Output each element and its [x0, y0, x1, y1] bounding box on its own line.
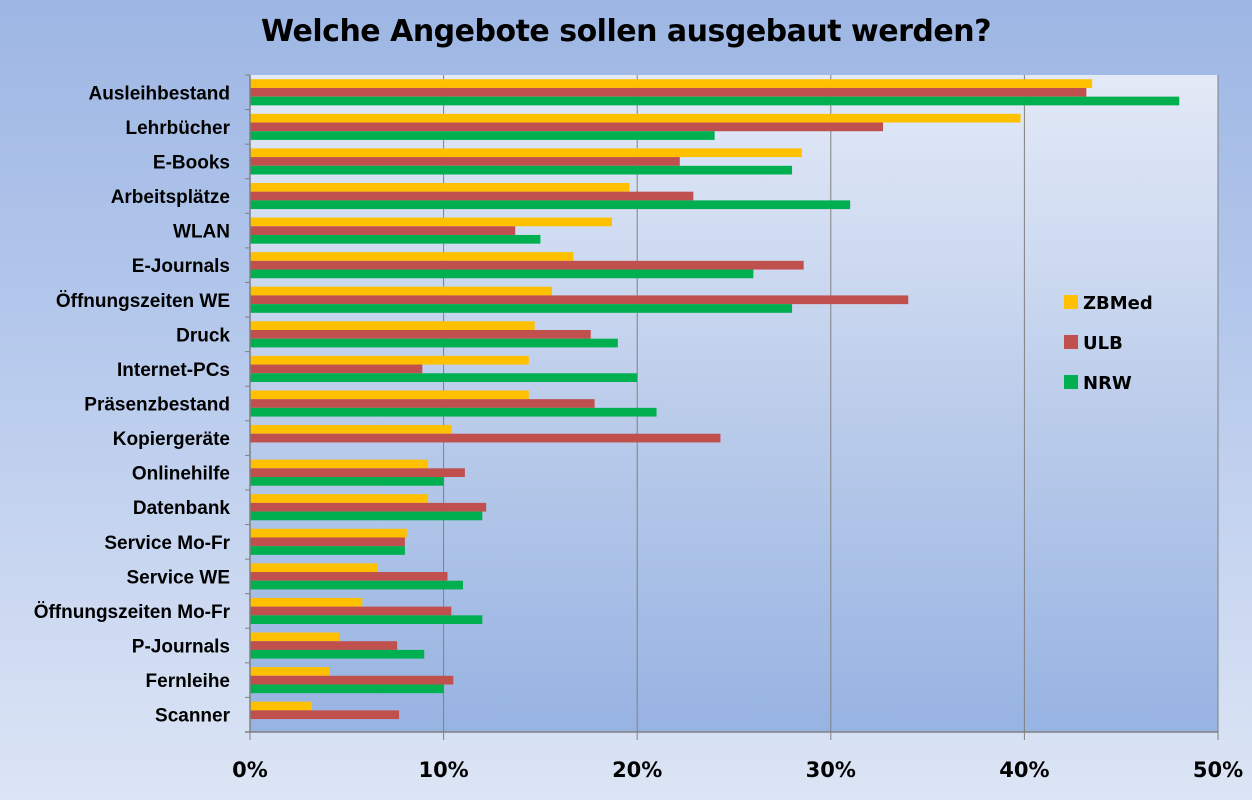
x-tick-label: 0% — [232, 758, 268, 782]
chart-title: Welche Angebote sollen ausgebaut werden? — [261, 14, 991, 49]
bar-zbmed — [250, 528, 407, 538]
bar-ulb — [250, 502, 487, 512]
bar-nrw — [250, 131, 715, 140]
bar-nrw — [250, 200, 851, 210]
bar-ulb — [250, 87, 1087, 97]
bar-ulb — [250, 157, 680, 166]
bar-zbmed — [250, 597, 363, 607]
bar-nrw — [250, 165, 793, 175]
category-label: Datenbank — [133, 498, 231, 519]
bar-ulb — [250, 329, 591, 339]
bar-ulb — [250, 364, 423, 374]
bar-zbmed — [250, 563, 378, 573]
bar-ulb — [250, 260, 804, 270]
bar-nrw — [250, 234, 541, 244]
bar-zbmed — [250, 632, 340, 642]
bar-nrw — [250, 511, 483, 521]
bar-zbmed — [250, 79, 1093, 88]
bar-zbmed — [250, 425, 452, 434]
category-label: E-Books — [153, 152, 230, 173]
bar-zbmed — [250, 459, 429, 469]
bar-ulb — [250, 675, 454, 685]
bar-zbmed — [250, 182, 630, 192]
bar-zbmed — [250, 701, 312, 711]
bar-nrw — [250, 615, 483, 625]
bar-nrw — [250, 684, 444, 694]
bar-ulb — [250, 572, 448, 581]
category-label: Präsenzbestand — [84, 395, 230, 416]
bar-zbmed — [250, 355, 529, 365]
legend-swatch-zbmed — [1064, 295, 1078, 309]
category-label: WLAN — [173, 222, 230, 243]
x-tick-label: 50% — [1193, 758, 1243, 782]
category-label: Fernleihe — [146, 671, 230, 692]
bar-nrw — [250, 269, 754, 279]
bar-ulb — [250, 537, 405, 547]
category-label: Öffnungszeiten WE — [56, 291, 230, 312]
category-label: Ausleihbestand — [89, 83, 230, 104]
bar-nrw — [250, 477, 444, 486]
category-label: Service Mo-Fr — [104, 533, 230, 554]
bar-nrw — [250, 304, 793, 313]
bar-zbmed — [250, 494, 429, 503]
bar-ulb — [250, 122, 884, 132]
bar-ulb — [250, 641, 398, 650]
bar-zbmed — [250, 113, 1021, 123]
category-label: Service WE — [127, 567, 231, 588]
bar-nrw — [250, 96, 1180, 106]
bar-zbmed — [250, 217, 613, 227]
bar-zbmed — [250, 390, 529, 400]
bar-nrw — [250, 649, 425, 659]
bar-ulb — [250, 433, 721, 443]
bar-ulb — [250, 226, 516, 235]
bar-zbmed — [250, 667, 330, 676]
legend-label-ulb: ULB — [1083, 333, 1123, 354]
category-label: Onlinehilfe — [132, 464, 230, 485]
bar-ulb — [250, 399, 595, 408]
bar-nrw — [250, 580, 463, 590]
category-label: Kopiergeräte — [113, 429, 230, 450]
x-tick-label: 20% — [612, 758, 662, 782]
bar-ulb — [250, 468, 465, 478]
category-label: Lehrbücher — [125, 118, 230, 139]
bar-ulb — [250, 191, 694, 201]
bar-zbmed — [250, 321, 535, 330]
bar-nrw — [250, 338, 618, 348]
category-label: Arbeitsplätze — [111, 187, 230, 208]
bar-zbmed — [250, 286, 553, 296]
category-label: Internet-PCs — [117, 360, 230, 381]
legend-swatch-nrw — [1064, 375, 1078, 389]
bar-zbmed — [250, 148, 802, 158]
legend-label-zbmed: ZBMed — [1083, 293, 1153, 314]
x-tick-label: 10% — [418, 758, 468, 782]
category-label: Druck — [176, 325, 230, 346]
bar-nrw — [250, 373, 638, 382]
category-label: P-Journals — [132, 637, 230, 658]
category-label: Öffnungszeiten Mo-Fr — [34, 602, 231, 623]
bar-ulb — [250, 606, 452, 616]
x-tick-label: 30% — [806, 758, 856, 782]
bar-ulb — [250, 295, 909, 305]
x-tick-label: 40% — [999, 758, 1049, 782]
legend-label-nrw: NRW — [1083, 373, 1132, 394]
legend-swatch-ulb — [1064, 335, 1078, 349]
category-label: E-Journals — [132, 256, 230, 277]
bar-nrw — [250, 407, 657, 417]
bar-ulb — [250, 710, 400, 720]
bar-zbmed — [250, 252, 574, 261]
bar-nrw — [250, 546, 405, 555]
category-label: Scanner — [155, 706, 231, 727]
